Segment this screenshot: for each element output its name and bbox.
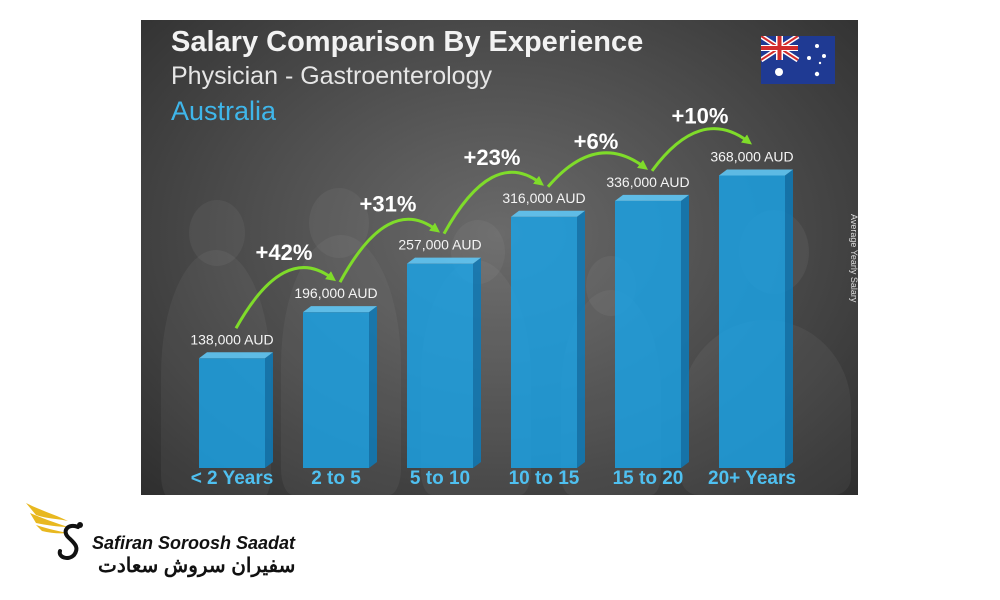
growth-label: +6% <box>574 129 619 154</box>
bar <box>407 263 473 468</box>
salary-chart: Salary Comparison By Experience Physicia… <box>141 20 858 495</box>
value-label: 138,000 AUD <box>190 331 273 347</box>
bar <box>511 216 577 468</box>
growth-arrow <box>234 266 337 330</box>
australia-flag-icon <box>761 36 835 84</box>
bars-layer: 138,000 AUD 196,000 AUD 257,000 AUD 316,000… <box>190 103 794 468</box>
background-figure-head <box>189 200 245 266</box>
growth-label: +10% <box>672 103 729 128</box>
bar-top <box>511 210 585 217</box>
bar <box>199 358 265 468</box>
background-figure-head <box>309 188 369 258</box>
bar-side <box>369 306 377 468</box>
bar-top <box>303 306 377 313</box>
category-label: 15 to 20 <box>612 468 684 489</box>
bar-top <box>615 194 689 201</box>
value-label: 336,000 AUD <box>606 174 689 190</box>
bar-top <box>407 257 481 264</box>
category-label: 2 to 5 <box>311 468 361 489</box>
value-label: 257,000 AUD <box>398 237 481 253</box>
category-label: < 2 Years <box>190 468 274 489</box>
category-label: 5 to 10 <box>409 468 471 489</box>
chart-subtitle: Physician - Gastroenterology <box>171 62 492 90</box>
growth-label: +23% <box>464 145 521 170</box>
bar-side <box>265 352 273 468</box>
bar <box>615 200 681 468</box>
category-label: 20+ Years <box>708 468 796 489</box>
growth-arrow <box>338 217 441 283</box>
bar-top <box>199 352 273 359</box>
winged-s-logo-icon <box>26 503 83 560</box>
bar-side <box>473 257 481 468</box>
growth-label: +31% <box>360 192 417 217</box>
brand-name-persian: سفیران سروش سعادت <box>98 555 296 577</box>
chart-country: Australia <box>171 96 277 126</box>
bar-top <box>719 169 793 176</box>
y-axis-label: Average Yearly Salary <box>849 214 858 303</box>
growth-label: +42% <box>256 240 313 265</box>
value-label: 196,000 AUD <box>294 285 377 301</box>
bar-side <box>681 194 689 468</box>
chart-title: Salary Comparison By Experience <box>171 26 644 58</box>
bar <box>719 175 785 468</box>
growth-arrow <box>650 127 753 172</box>
value-label: 316,000 AUD <box>502 190 585 206</box>
bar <box>303 312 369 468</box>
growth-arrow <box>546 151 649 188</box>
value-label: 368,000 AUD <box>710 148 793 164</box>
category-labels: < 2 Years 2 to 5 5 to 10 10 to 15 15 to 20 20… <box>141 468 858 494</box>
growth-arrow <box>442 170 545 235</box>
bar-side <box>785 169 793 468</box>
brand-name-english: Safiran Soroosh Saadat <box>92 533 296 553</box>
bar-side <box>577 210 585 468</box>
category-label: 10 to 15 <box>508 468 580 489</box>
